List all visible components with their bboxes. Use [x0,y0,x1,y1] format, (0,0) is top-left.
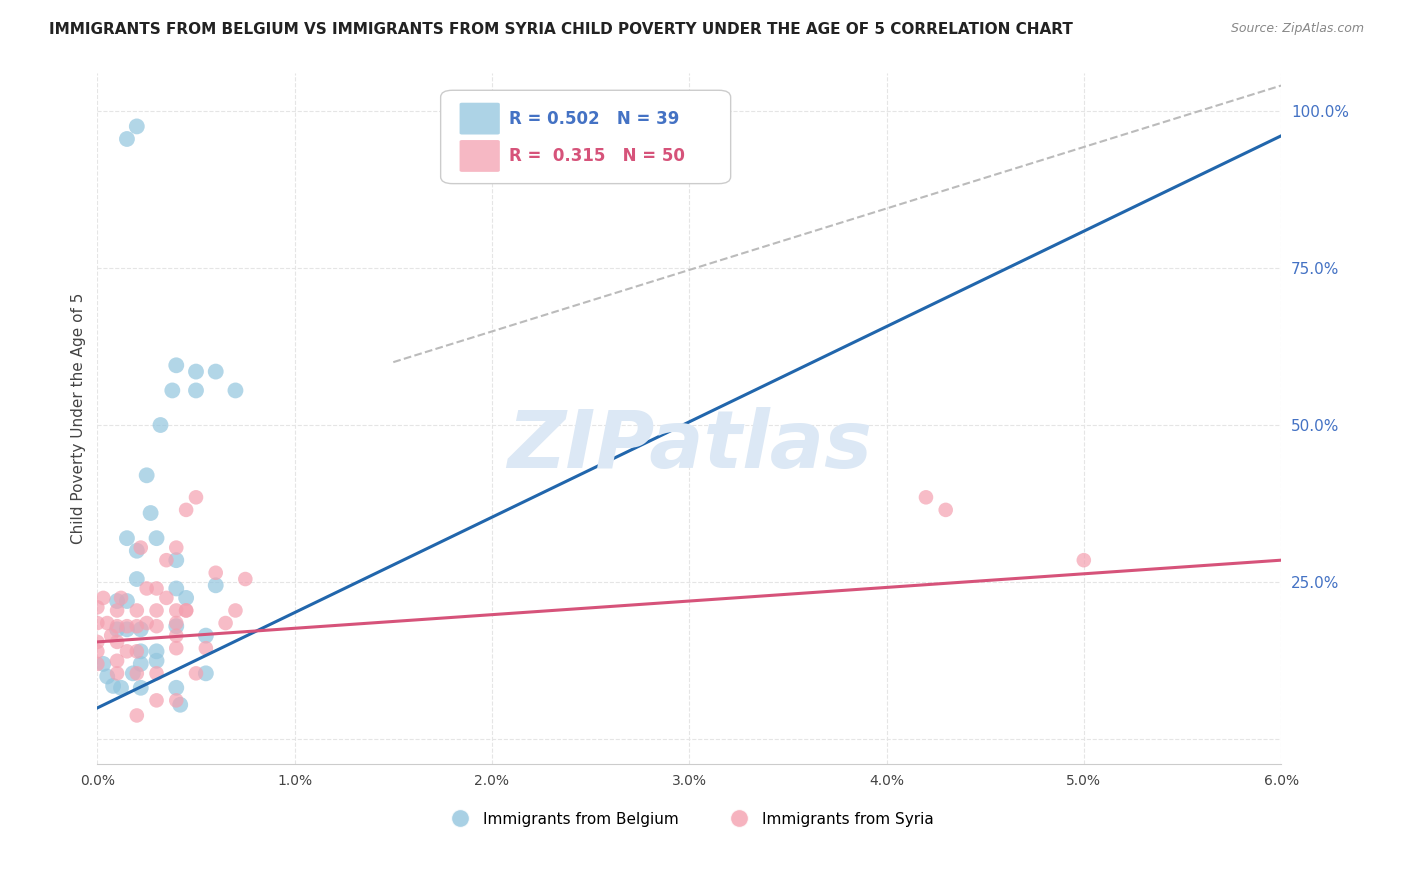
FancyBboxPatch shape [440,90,731,184]
Point [125,543,148,558]
Point [214,615,236,630]
Point [105,654,128,668]
Point [145,654,167,668]
Point [105,594,128,608]
Point [115,594,138,608]
Point [165,553,187,567]
Point [110,681,132,695]
Point [129,644,152,658]
Point [184,666,207,681]
Point [935,503,957,517]
Point [125,572,148,586]
Point [169,698,191,712]
Text: R = 0.502   N = 39: R = 0.502 N = 39 [509,110,679,128]
Point [1073,553,1095,567]
Point [184,365,207,379]
Point [115,619,138,633]
Point [194,666,217,681]
Text: R =  0.315   N = 50: R = 0.315 N = 50 [509,147,685,165]
Point [110,591,132,605]
Point [233,572,256,586]
Point [165,681,187,695]
Point [125,120,148,134]
Point [125,708,148,723]
Point [145,582,167,596]
Point [224,603,246,617]
Point [165,541,187,555]
Y-axis label: Child Poverty Under the Age of 5: Child Poverty Under the Age of 5 [72,293,86,544]
Point [115,132,138,146]
Point [129,541,152,555]
Point [129,623,152,637]
Point [165,619,187,633]
Point [184,384,207,398]
Point [145,693,167,707]
Point [129,657,152,671]
Point [105,666,128,681]
Point [125,644,148,658]
Point [86,615,108,630]
Point [121,666,143,681]
Point [915,491,938,505]
Point [91,591,114,605]
Point [184,491,207,505]
Point [155,591,177,605]
Point [135,615,157,630]
Point [86,600,108,615]
Point [165,615,187,630]
Point [105,635,128,649]
Point [145,666,167,681]
FancyBboxPatch shape [460,103,499,135]
Point [174,503,197,517]
Point [174,591,197,605]
Point [145,603,167,617]
Point [115,531,138,545]
Point [174,603,197,617]
Point [100,629,122,643]
Point [165,359,187,373]
Point [145,531,167,545]
Point [165,582,187,596]
Point [145,644,167,658]
Point [115,644,138,658]
Point [165,641,187,656]
Point [145,619,167,633]
Point [125,619,148,633]
Point [204,365,226,379]
Point [165,629,187,643]
Legend: Immigrants from Belgium, Immigrants from Syria: Immigrants from Belgium, Immigrants from… [439,805,941,833]
Point [101,679,124,693]
Point [105,623,128,637]
Point [194,629,217,643]
Text: ZIPatlas: ZIPatlas [506,408,872,485]
Point [86,644,108,658]
Point [165,693,187,707]
Text: Source: ZipAtlas.com: Source: ZipAtlas.com [1230,22,1364,36]
Point [204,578,226,592]
Point [162,384,184,398]
Point [105,619,128,633]
Point [91,657,114,671]
Point [194,641,217,656]
Point [105,603,128,617]
Point [135,468,157,483]
Text: IMMIGRANTS FROM BELGIUM VS IMMIGRANTS FROM SYRIA CHILD POVERTY UNDER THE AGE OF : IMMIGRANTS FROM BELGIUM VS IMMIGRANTS FR… [49,22,1073,37]
Point [149,417,172,432]
FancyBboxPatch shape [460,140,499,172]
Point [139,506,162,520]
Point [174,603,197,617]
Point [129,681,152,695]
Point [224,384,246,398]
Point [135,582,157,596]
Point [96,669,118,683]
Point [155,553,177,567]
Point [86,635,108,649]
Point [86,657,108,671]
Point [204,566,226,580]
Point [125,603,148,617]
Point [115,623,138,637]
Point [165,603,187,617]
Point [96,615,118,630]
Point [125,666,148,681]
